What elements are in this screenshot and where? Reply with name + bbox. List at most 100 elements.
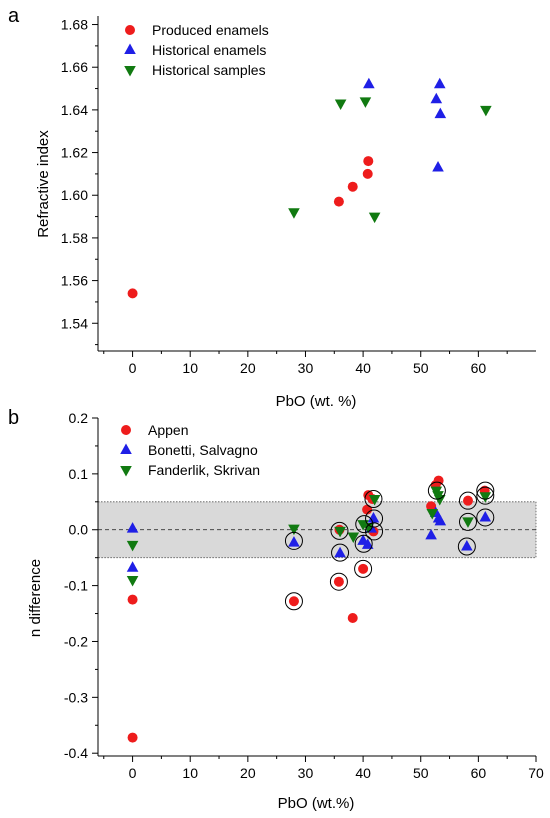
a-point-triangle-down (288, 208, 300, 219)
b-point-triangle-up (361, 538, 374, 549)
b-y-tick-label: -0.1 (64, 578, 88, 594)
b-point-triangle-up (425, 528, 437, 540)
b-legend-marker (120, 443, 132, 454)
b-point-triangle-up (434, 514, 447, 526)
a-legend-label: Historical enamels (152, 42, 266, 58)
b-highlight-ring (476, 508, 495, 527)
a-x-tick-label: 10 (182, 360, 198, 376)
a-point-triangle-up (430, 92, 443, 104)
a-point-triangle-up (434, 107, 447, 119)
b-point-triangle-up (126, 522, 139, 533)
b-y-tick-label: -0.3 (64, 689, 88, 705)
panel-a-chart: a Refractive index PbO (wt. %) 0 10 20 30 40… (8, 5, 536, 410)
b-point-triangle-down (126, 540, 139, 552)
b-highlight-ring (284, 531, 303, 550)
panel-b-legend: Appen Bonetti, Salvagno Fanderlik, Skrivan (120, 422, 260, 478)
a-y-tick-label: 1.58 (61, 230, 88, 246)
b-point-triangle-down (334, 526, 346, 538)
a-x-tick-label: 60 (471, 360, 487, 376)
b-point-circle (462, 495, 473, 506)
b-point-triangle-up (367, 512, 380, 523)
a-point-triangle-up (363, 77, 375, 89)
b-x-tick-label: 20 (240, 765, 256, 781)
b-y-tick-label: -0.4 (64, 745, 88, 761)
b-point-triangle-down (362, 522, 375, 534)
panel-a-letter: a (8, 5, 20, 27)
b-x-tick-label: 30 (298, 765, 314, 781)
b-point-triangle-down (433, 495, 446, 506)
panel-b-letter: b (8, 407, 19, 429)
b-highlight-ring (354, 559, 373, 578)
b-highlight-ring (355, 515, 374, 534)
b-x-tick-label: 10 (182, 765, 198, 781)
a-point-triangle-down (359, 97, 372, 108)
b-point-triangle-up (288, 536, 300, 547)
a-legend-marker (124, 66, 136, 77)
b-x-tick-label: 40 (355, 765, 371, 781)
b-point-triangle-down (479, 492, 492, 503)
a-point-circle (333, 196, 344, 207)
b-legend-label: Appen (148, 422, 188, 438)
b-x-tick-label: 60 (471, 765, 487, 781)
b-point-triangle-down (357, 520, 369, 531)
b-highlight-ring (329, 572, 348, 591)
panel-a-legend: Produced enamels Historical enamels Histor… (124, 22, 269, 78)
b-legend-marker (120, 466, 132, 477)
b-highlight-ring (354, 534, 373, 553)
a-legend-marker (125, 25, 135, 35)
b-highlight-ring (476, 481, 495, 500)
b-highlight-ring (365, 509, 384, 528)
b-highlight-ring (476, 486, 495, 505)
a-x-tick-label: 0 (129, 360, 137, 376)
a-y-tick-label: 1.68 (61, 17, 88, 33)
b-highlight-ring (458, 491, 477, 510)
a-point-triangle-up (433, 77, 446, 89)
b-x-tick-label: 0 (129, 765, 137, 781)
a-y-tick-label: 1.62 (61, 145, 88, 161)
panel-b-y-axis-label: n difference (27, 559, 44, 637)
panel-a-x-axis-label: PbO (wt. %) (276, 393, 357, 410)
a-x-tick-label: 50 (413, 360, 429, 376)
a-y-tick-label: 1.66 (61, 59, 88, 75)
b-point-triangle-down (462, 517, 474, 528)
b-point-triangle-up (461, 539, 473, 551)
a-point-circle (362, 168, 373, 179)
a-legend-label: Produced enamels (152, 22, 269, 38)
b-y-tick-label: 0.1 (69, 466, 89, 482)
a-point-triangle-down (480, 105, 492, 117)
b-point-triangle-down (288, 524, 300, 536)
a-y-tick-label: 1.54 (61, 315, 88, 331)
a-y-tick-label: 1.64 (61, 102, 88, 118)
b-point-circle (426, 501, 437, 512)
a-legend-marker (124, 43, 136, 54)
panel-a-y-axis-label: Refractive index (35, 130, 52, 238)
b-point-triangle-up (126, 561, 139, 572)
b-legend-label: Bonetti, Salvagno (148, 442, 258, 458)
b-legend-marker (121, 425, 131, 435)
b-legend-label: Fanderlik, Skrivan (148, 462, 260, 478)
b-point-circle (127, 594, 138, 605)
a-legend-label: Historical samples (152, 62, 266, 78)
panel-b-chart: b n difference PbO (wt.%) 0 10 20 30 40 50 60 7… (8, 407, 544, 812)
b-point-triangle-down (347, 532, 360, 543)
b-point-triangle-up (479, 510, 492, 522)
a-point-circle (363, 156, 374, 167)
b-highlight-ring (457, 537, 476, 556)
b-highlight-ring (364, 490, 383, 509)
b-y-tick-label: -0.2 (64, 633, 88, 649)
b-point-triangle-down (368, 495, 381, 506)
a-point-circle (347, 181, 358, 192)
a-point-triangle-up (432, 160, 444, 172)
b-highlight-ring (427, 481, 446, 500)
panel-b-x-axis-label: PbO (wt.%) (278, 795, 355, 812)
b-point-circle (358, 563, 369, 574)
b-x-tick-label: 50 (413, 765, 429, 781)
a-point-triangle-down (368, 212, 381, 224)
b-point-triangle-down (426, 508, 439, 520)
a-y-tick-label: 1.60 (61, 187, 88, 203)
b-highlight-ring (365, 522, 384, 541)
b-y-tick-label: 0.2 (69, 410, 89, 426)
a-y-tick-label: 1.56 (61, 273, 88, 289)
b-point-triangle-down (126, 576, 139, 587)
